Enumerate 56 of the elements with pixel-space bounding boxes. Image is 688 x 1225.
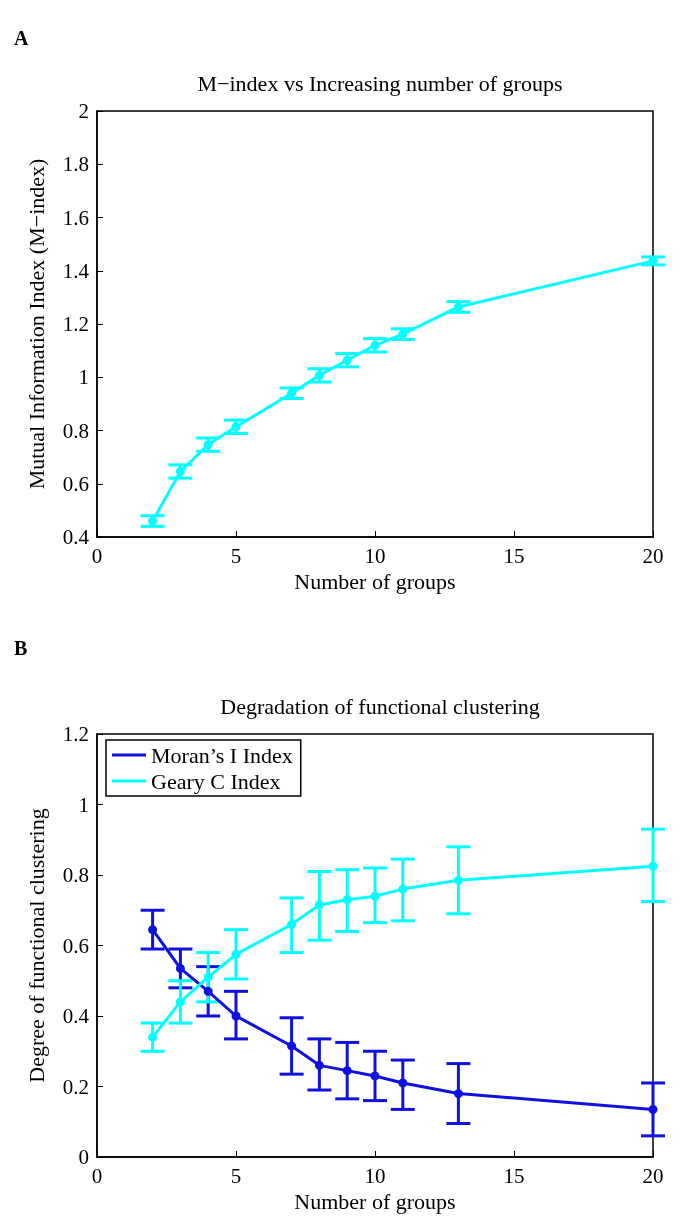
x-tick-label: 5 — [230, 543, 242, 568]
y-tick-label: 0.8 — [62, 418, 89, 443]
x-tick-label: 10 — [364, 543, 386, 568]
y-tick-label: 0.8 — [62, 863, 89, 887]
y-tick-label: 0.6 — [62, 471, 89, 496]
point — [370, 891, 380, 901]
point — [148, 1032, 158, 1042]
y-tick-label: 0.4 — [62, 1004, 90, 1028]
x-tick-label: 20 — [642, 543, 664, 568]
y-tick-label: 1 — [78, 365, 89, 390]
x-tick-label: 15 — [503, 543, 525, 568]
chart-title: M−index vs Increasing number of groups — [197, 70, 563, 96]
y-tick-label: 0.6 — [62, 933, 89, 958]
y-tick-label: 2 — [78, 99, 89, 123]
x-tick-label: 5 — [230, 1163, 242, 1188]
y-axis-title: Mutual Information Index (M−index) — [23, 158, 49, 490]
y-tick-label: 1.2 — [62, 722, 89, 746]
legend-label: Geary C Index — [151, 768, 281, 794]
x-tick-label: 20 — [642, 1163, 664, 1188]
point — [648, 861, 658, 871]
point — [175, 997, 185, 1007]
y-tick-label: 1.6 — [62, 205, 89, 230]
y-tick-label: 0 — [78, 1145, 89, 1169]
point — [370, 1071, 380, 1081]
point — [314, 900, 324, 910]
point — [453, 1089, 463, 1099]
legend-label: Moran’s I Index — [151, 742, 293, 768]
text: A — [14, 27, 29, 49]
point — [398, 1078, 408, 1088]
y-tick-label: 1.2 — [62, 312, 89, 336]
point — [398, 884, 408, 894]
point — [287, 1041, 297, 1051]
point — [231, 949, 241, 959]
y-tick-label: 0.2 — [62, 1074, 89, 1099]
y-tick-label: 1.4 — [62, 258, 90, 283]
chart-title: Degradation of functional clustering — [220, 693, 540, 719]
y-tick-label: 0.4 — [62, 525, 90, 549]
x-axis-title: Number of groups — [294, 1189, 456, 1215]
point — [342, 1066, 352, 1076]
y-tick-label: 1 — [78, 792, 89, 817]
text: B — [14, 637, 28, 659]
point — [314, 1060, 324, 1070]
x-tick-label: 15 — [503, 1163, 525, 1188]
point — [342, 895, 352, 905]
y-axis-title: Degree of functional clustering — [23, 808, 49, 1083]
y-tick-label: 1.8 — [62, 152, 89, 177]
point — [648, 1104, 658, 1114]
point — [175, 963, 185, 973]
x-axis-title: Number of groups — [294, 569, 456, 595]
point — [453, 875, 463, 885]
point — [231, 1011, 241, 1021]
point — [148, 925, 158, 935]
point — [203, 986, 213, 996]
x-tick-label: 10 — [364, 1163, 386, 1188]
point — [203, 972, 213, 982]
point — [287, 919, 297, 929]
